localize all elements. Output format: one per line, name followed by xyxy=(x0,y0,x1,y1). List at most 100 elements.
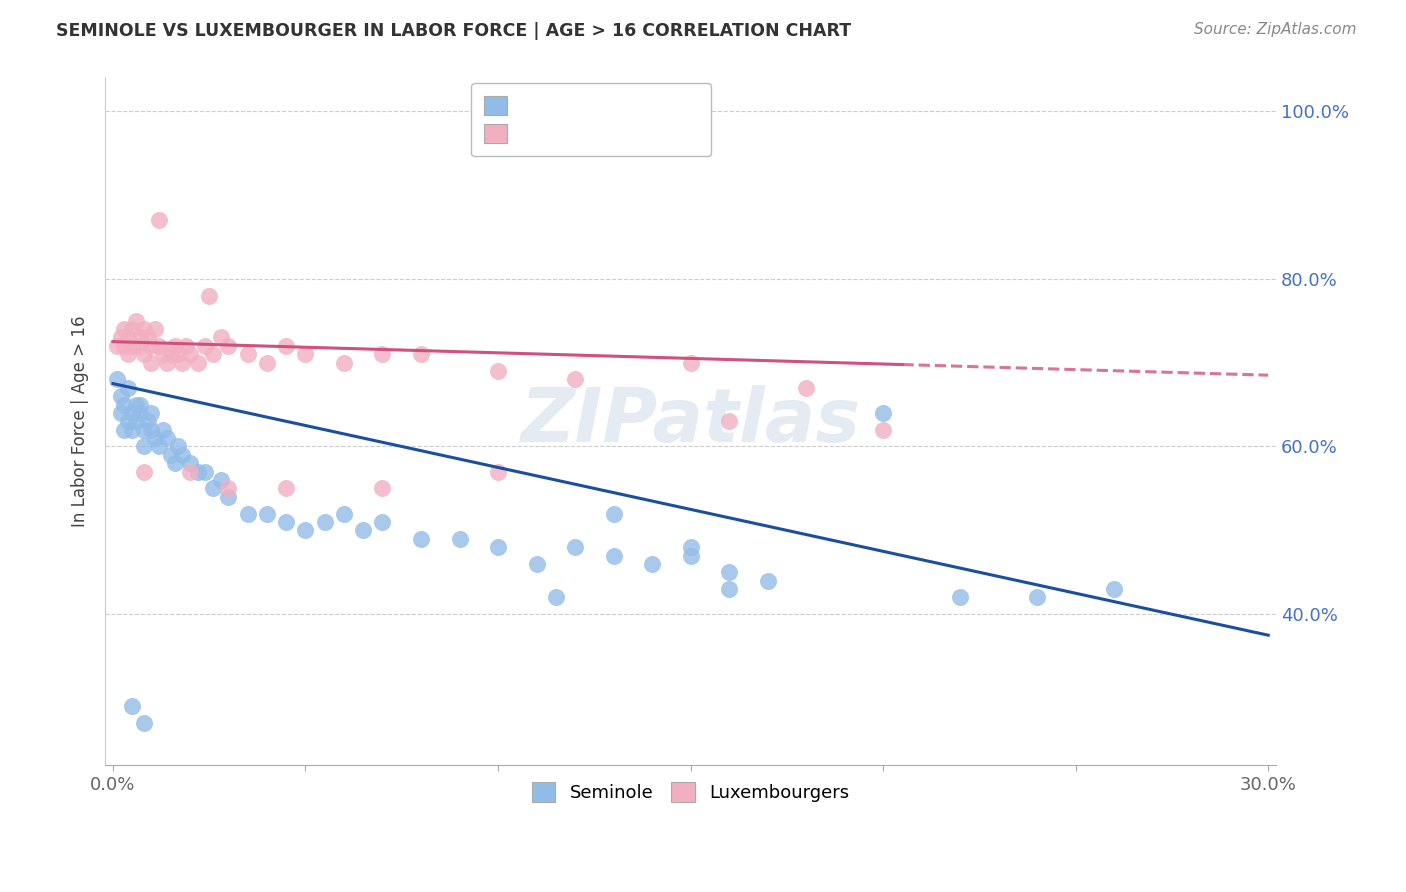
Point xyxy=(156,356,179,370)
Point xyxy=(294,524,316,538)
Point xyxy=(352,524,374,538)
Point xyxy=(117,347,139,361)
Point xyxy=(128,339,150,353)
Point xyxy=(371,482,394,496)
Point xyxy=(641,557,664,571)
Point xyxy=(172,356,194,370)
Point xyxy=(276,482,298,496)
Point xyxy=(114,423,136,437)
Point xyxy=(148,440,170,454)
Point xyxy=(872,406,894,420)
Point xyxy=(718,566,741,580)
Point xyxy=(756,574,779,588)
Point xyxy=(143,322,166,336)
Point xyxy=(132,322,155,336)
Point xyxy=(114,339,136,353)
Point xyxy=(148,339,170,353)
Point xyxy=(110,406,132,420)
Point xyxy=(121,406,143,420)
Point xyxy=(114,398,136,412)
Point xyxy=(202,482,225,496)
Point xyxy=(125,314,148,328)
Text: SEMINOLE VS LUXEMBOURGER IN LABOR FORCE | AGE > 16 CORRELATION CHART: SEMINOLE VS LUXEMBOURGER IN LABOR FORCE … xyxy=(56,22,852,40)
Point xyxy=(1102,582,1125,596)
Point xyxy=(105,339,128,353)
Text: R = -0.063: R = -0.063 xyxy=(515,126,612,144)
Text: Source: ZipAtlas.com: Source: ZipAtlas.com xyxy=(1194,22,1357,37)
Point xyxy=(159,448,181,462)
Point xyxy=(256,356,278,370)
Point xyxy=(602,549,624,563)
Point xyxy=(132,716,155,731)
Point xyxy=(117,381,139,395)
Text: ZIPatlas: ZIPatlas xyxy=(520,384,860,458)
Point xyxy=(794,381,817,395)
Point xyxy=(449,532,471,546)
Point xyxy=(117,414,139,428)
Point xyxy=(564,540,586,554)
Point xyxy=(187,356,209,370)
Point xyxy=(486,540,509,554)
Text: R = -0.437: R = -0.437 xyxy=(515,97,612,115)
Point xyxy=(718,414,741,428)
Y-axis label: In Labor Force | Age > 16: In Labor Force | Age > 16 xyxy=(72,316,89,527)
Point xyxy=(217,339,239,353)
Point xyxy=(544,591,567,605)
Point xyxy=(121,423,143,437)
Text: N = 60: N = 60 xyxy=(624,97,704,115)
Point xyxy=(949,591,972,605)
Point xyxy=(172,448,194,462)
Point xyxy=(128,330,150,344)
Point xyxy=(136,330,159,344)
Point xyxy=(125,398,148,412)
Point xyxy=(167,347,190,361)
Point xyxy=(132,440,155,454)
Point xyxy=(167,440,190,454)
Point xyxy=(152,347,174,361)
Point xyxy=(187,465,209,479)
Point xyxy=(602,507,624,521)
Point xyxy=(136,414,159,428)
Point xyxy=(148,213,170,227)
Point xyxy=(564,372,586,386)
Point xyxy=(163,339,186,353)
Point xyxy=(333,507,356,521)
Point xyxy=(194,465,217,479)
Point xyxy=(132,347,155,361)
Point xyxy=(128,406,150,420)
Point xyxy=(333,356,356,370)
Point xyxy=(209,473,232,487)
Point xyxy=(1026,591,1049,605)
Point xyxy=(163,456,186,470)
Point xyxy=(486,465,509,479)
Point xyxy=(314,515,336,529)
Text: N = 52: N = 52 xyxy=(624,126,704,144)
Point xyxy=(125,414,148,428)
Point xyxy=(179,347,201,361)
Point xyxy=(679,549,702,563)
Point xyxy=(152,423,174,437)
Point xyxy=(718,582,741,596)
Point xyxy=(276,515,298,529)
Point xyxy=(872,423,894,437)
Point xyxy=(209,330,232,344)
Point xyxy=(121,339,143,353)
Point xyxy=(198,288,221,302)
Point xyxy=(121,322,143,336)
Point xyxy=(526,557,548,571)
Point xyxy=(143,431,166,445)
Point xyxy=(174,339,197,353)
Point xyxy=(236,507,259,521)
Legend: Seminole, Luxembourgers: Seminole, Luxembourgers xyxy=(519,770,862,814)
Point xyxy=(179,456,201,470)
Point xyxy=(128,398,150,412)
Point xyxy=(256,507,278,521)
Point xyxy=(159,347,181,361)
Point xyxy=(679,356,702,370)
Point xyxy=(679,540,702,554)
Point xyxy=(409,532,432,546)
Point xyxy=(117,330,139,344)
Point xyxy=(194,339,217,353)
Point xyxy=(114,322,136,336)
Point xyxy=(141,423,163,437)
